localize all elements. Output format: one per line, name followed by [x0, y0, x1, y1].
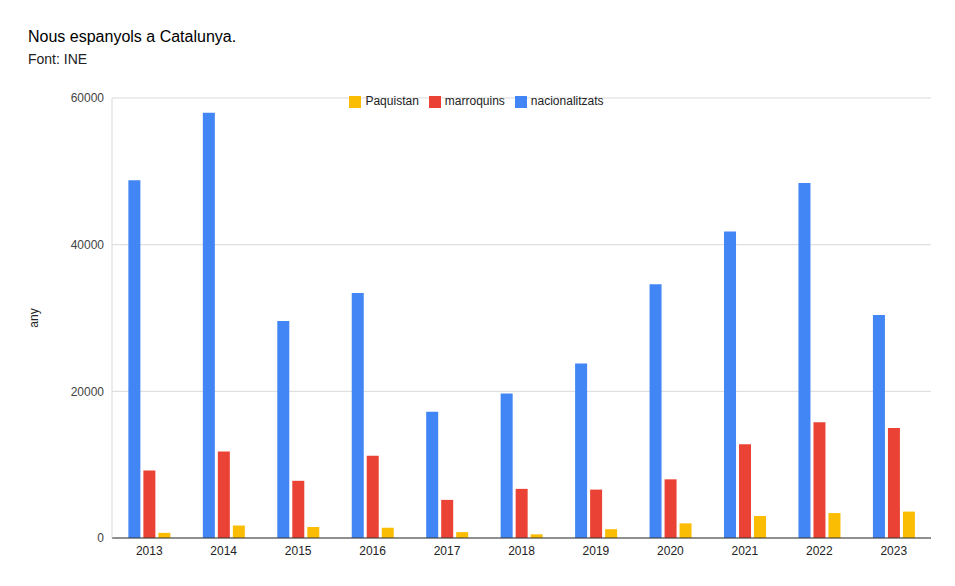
svg-text:0: 0 — [97, 531, 104, 545]
svg-text:2022: 2022 — [806, 544, 833, 558]
svg-text:any: any — [27, 308, 41, 327]
html-text:Nous espanyols a Catalunya.: Nous espanyols a Catalunya. — [28, 28, 237, 45]
svg-text:2021: 2021 — [732, 544, 759, 558]
svg-text:2017: 2017 — [434, 544, 461, 558]
html-text:Font: INE: Font: INE — [28, 51, 88, 67]
svg-text:20000: 20000 — [71, 385, 105, 399]
html-text:marroquins: marroquins — [444, 94, 505, 108]
svg-text:60000: 60000 — [71, 91, 105, 105]
svg-text:2014: 2014 — [210, 544, 237, 558]
svg-text:2019: 2019 — [583, 544, 610, 558]
svg-text:2023: 2023 — [880, 544, 907, 558]
svg-text:2020: 2020 — [657, 544, 684, 558]
svg-text:2018: 2018 — [508, 544, 535, 558]
html-text:Paquistan: Paquistan — [365, 94, 419, 108]
svg-text:2015: 2015 — [285, 544, 312, 558]
html-text:nacionalitzats: nacionalitzats — [530, 94, 604, 108]
svg-text:2016: 2016 — [359, 544, 386, 558]
svg-text:2013: 2013 — [136, 544, 163, 558]
svg-text:40000: 40000 — [71, 238, 105, 252]
